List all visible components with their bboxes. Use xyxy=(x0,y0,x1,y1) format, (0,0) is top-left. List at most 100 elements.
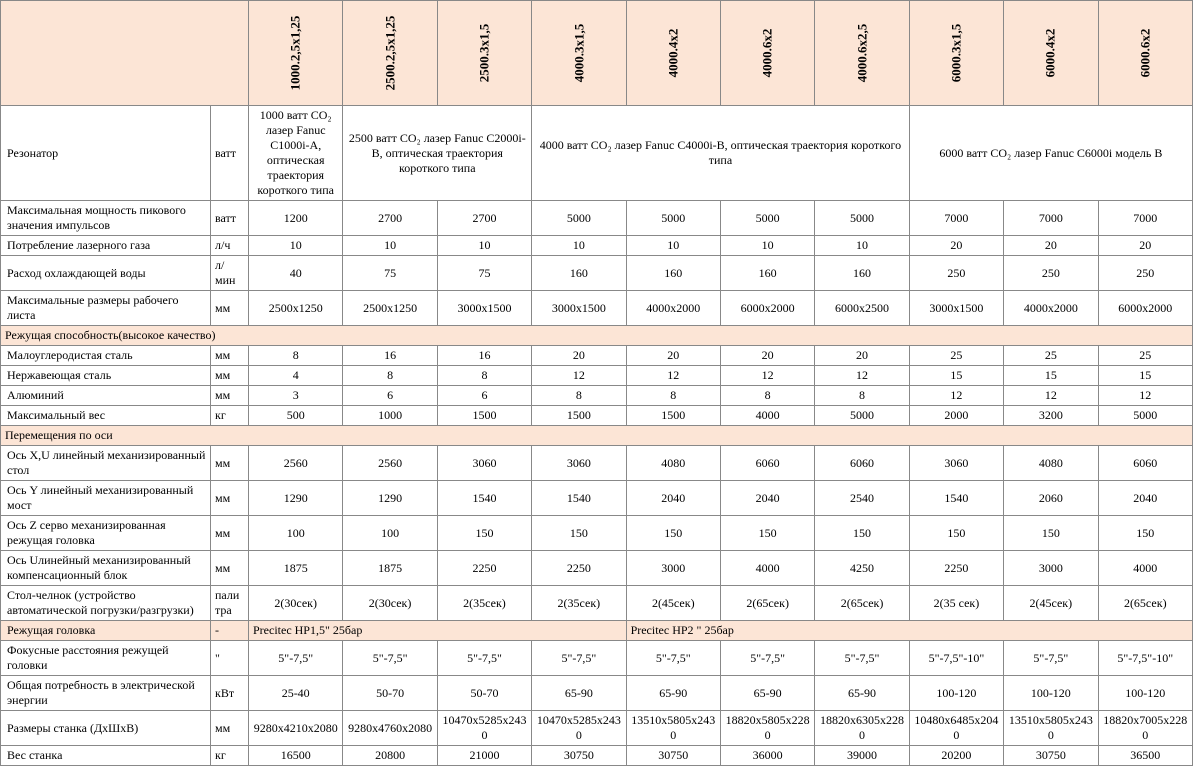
data-cell: 12 xyxy=(1098,386,1192,406)
data-cell: 4080 xyxy=(1004,446,1098,481)
data-cell: 150 xyxy=(1098,516,1192,551)
row-label: Максимальная мощность пикового значения … xyxy=(1,201,211,236)
data-cell: 5"-7,5" xyxy=(626,641,720,676)
data-cell: 150 xyxy=(532,516,626,551)
data-cell: 2(45сек) xyxy=(626,586,720,621)
data-cell: 3000x1500 xyxy=(909,291,1003,326)
data-cell: 6 xyxy=(343,386,437,406)
data-cell: 6060 xyxy=(1098,446,1192,481)
data-cell: 160 xyxy=(720,256,814,291)
model-header-6: 4000.6x2,5 xyxy=(815,1,909,106)
spec-table: 1000.2,5x1,252500.2,5x1,252500.3x1,54000… xyxy=(0,0,1193,766)
data-cell: 65-90 xyxy=(532,676,626,711)
row-unit: ватт xyxy=(211,201,249,236)
model-label: 6000.6x2 xyxy=(1137,29,1153,78)
row-label: Ось Uлинейный механизированный компенсац… xyxy=(1,551,211,586)
data-cell: 6000x2000 xyxy=(1098,291,1192,326)
data-cell: 5"-7,5"-10" xyxy=(909,641,1003,676)
table-row: Режущая способность(высокое качество) xyxy=(1,326,1193,346)
data-cell: 2250 xyxy=(909,551,1003,586)
data-cell: 100 xyxy=(249,516,343,551)
data-cell: 150 xyxy=(815,516,909,551)
data-cell: 1500 xyxy=(532,406,626,426)
data-cell: 5000 xyxy=(720,201,814,236)
table-row: Максимальный вескг5001000150015001500400… xyxy=(1,406,1193,426)
model-header-3: 4000.3x1,5 xyxy=(532,1,626,106)
data-cell: 10480x6485x2040 xyxy=(909,711,1003,746)
data-cell: 2(35 сек) xyxy=(909,586,1003,621)
data-cell: 2700 xyxy=(343,201,437,236)
row-unit: л/мин xyxy=(211,256,249,291)
table-row: Алюминиймм3668888121212 xyxy=(1,386,1193,406)
data-cell: 6000x2000 xyxy=(720,291,814,326)
row-label: Максимальный вес xyxy=(1,406,211,426)
data-cell: 1000 ватт CO₂ лазер Fanuc C1000i-A, опти… xyxy=(249,106,343,201)
table-row: Расход охлаждающей водыл/мин407575160160… xyxy=(1,256,1193,291)
table-row: Резонаторватт1000 ватт CO₂ лазер Fanuc C… xyxy=(1,106,1193,201)
data-cell: 500 xyxy=(249,406,343,426)
data-cell: 15 xyxy=(1098,366,1192,386)
data-cell: 75 xyxy=(343,256,437,291)
table-row: Потребление лазерного газал/ч10101010101… xyxy=(1,236,1193,256)
data-cell: 1540 xyxy=(532,481,626,516)
data-cell: 16500 xyxy=(249,746,343,766)
data-cell: 6060 xyxy=(815,446,909,481)
model-header-7: 6000.3x1,5 xyxy=(909,1,1003,106)
data-cell: 3 xyxy=(249,386,343,406)
model-label: 1000.2,5x1,25 xyxy=(288,16,304,91)
model-label: 2500.2,5x1,25 xyxy=(382,16,398,91)
data-cell: 2560 xyxy=(343,446,437,481)
data-cell: 3060 xyxy=(909,446,1003,481)
table-row: Ось Uлинейный механизированный компенсац… xyxy=(1,551,1193,586)
table-row: Общая потребность в электрической энерги… xyxy=(1,676,1193,711)
model-label: 4000.3x1,5 xyxy=(571,24,587,83)
table-row: Фокусные расстояния режущей головки"5"-7… xyxy=(1,641,1193,676)
data-cell: 50-70 xyxy=(437,676,531,711)
data-cell: 5"-7,5" xyxy=(1004,641,1098,676)
table-row: Ось Z серво механизированная режущая гол… xyxy=(1,516,1193,551)
data-cell: 5"-7,5"-10" xyxy=(1098,641,1192,676)
data-cell: Precitec HP2 " 25бар xyxy=(626,621,1192,641)
data-cell: 1290 xyxy=(343,481,437,516)
data-cell: 20 xyxy=(720,346,814,366)
data-cell: 1875 xyxy=(343,551,437,586)
data-cell: 6000 ватт CO₂ лазер Fanuc C6000i модель … xyxy=(909,106,1192,201)
row-label: Размеры станка (ДxШxВ) xyxy=(1,711,211,746)
data-cell: 150 xyxy=(720,516,814,551)
data-cell: 150 xyxy=(626,516,720,551)
data-cell: 2500x1250 xyxy=(249,291,343,326)
data-cell: 10 xyxy=(626,236,720,256)
data-cell: 5"-7,5" xyxy=(343,641,437,676)
data-cell: 3000x1500 xyxy=(437,291,531,326)
data-cell: 160 xyxy=(532,256,626,291)
data-cell: 2(30сек) xyxy=(343,586,437,621)
row-label: Фокусные расстояния режущей головки xyxy=(1,641,211,676)
data-cell: 8 xyxy=(720,386,814,406)
model-header-1: 2500.2,5x1,25 xyxy=(343,1,437,106)
row-label: Максимальные размеры рабочего листа xyxy=(1,291,211,326)
data-cell: 5000 xyxy=(532,201,626,236)
data-cell: 8 xyxy=(626,386,720,406)
data-cell: 20 xyxy=(815,346,909,366)
data-cell: 250 xyxy=(1004,256,1098,291)
data-cell: 3060 xyxy=(437,446,531,481)
data-cell: 2(65сек) xyxy=(1098,586,1192,621)
data-cell: 2(65сек) xyxy=(720,586,814,621)
data-cell: 2500x1250 xyxy=(343,291,437,326)
row-unit: ватт xyxy=(211,106,249,201)
data-cell: 9280x4760x2080 xyxy=(343,711,437,746)
row-unit: мм xyxy=(211,551,249,586)
row-unit: кВт xyxy=(211,676,249,711)
data-cell: 2500 ватт CO₂ лазер Fanuc C2000i-B, опти… xyxy=(343,106,532,201)
row-unit: мм xyxy=(211,291,249,326)
data-cell: 12 xyxy=(532,366,626,386)
data-cell: 250 xyxy=(909,256,1003,291)
data-cell: 10 xyxy=(249,236,343,256)
data-cell: 21000 xyxy=(437,746,531,766)
data-cell: 1540 xyxy=(437,481,531,516)
data-cell: 6 xyxy=(437,386,531,406)
data-cell: 5"-7,5" xyxy=(437,641,531,676)
data-cell: 65-90 xyxy=(626,676,720,711)
data-cell: 25 xyxy=(909,346,1003,366)
data-cell: 10 xyxy=(532,236,626,256)
